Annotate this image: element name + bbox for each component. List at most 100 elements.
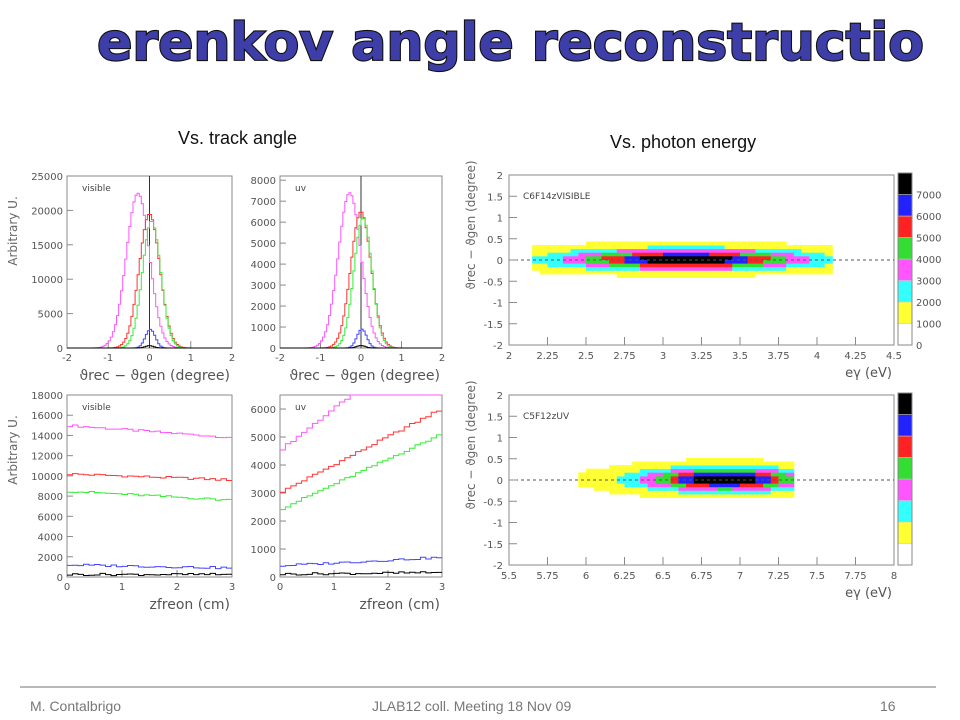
heatmap-cell [740,486,749,491]
heatmap-cell [724,472,733,477]
heatmap-cell [678,274,687,278]
heatmap-cell [793,270,802,275]
heatmap-cell [686,259,695,264]
heatmap-cell [624,248,633,253]
y-tick-label: 1.5 [487,192,503,203]
heatmap-cell [578,266,587,271]
heatmap-cell [801,252,810,257]
heatmap-cell [670,486,679,491]
heatmap-cell [778,263,787,268]
y-axis-title: ϑrec − ϑgen (degree) [464,160,478,289]
heatmap-cell [701,465,710,470]
plot-label: uv [295,184,307,194]
heatmap-cell [724,483,733,488]
x-tick-label: 2 [174,582,180,593]
heatmap-cell [801,266,810,271]
heatmap-cell [686,468,695,473]
heatmap-cell [709,259,718,264]
heatmap-cell [770,263,779,268]
y-tick-label: 5000 [251,239,276,250]
heatmap-cell [755,476,764,480]
y-tick-label: -1 [493,299,503,310]
colorbar-segment [897,215,913,238]
heatmap-cell [724,476,733,480]
heatmap-cell [778,252,787,257]
heatmap-cell [755,461,764,466]
x-tick-label: 2.5 [578,351,594,362]
subtitle-photon-energy: Vs. photon energy [610,132,757,152]
heatmap-cell [693,252,702,257]
heatmap-cell [809,259,818,264]
heatmap-cell [709,252,718,257]
heatmap-cell [763,245,772,250]
heatmap-cell [670,461,679,466]
heatmap-cell [747,266,756,271]
heatmap-cell [709,461,718,466]
heatmap-cell [624,483,633,488]
colorbar-segment [897,457,913,480]
heatmap-cell [793,245,802,250]
series-red [67,473,232,481]
heatmap-cell [616,241,625,246]
heatmap-cell [778,256,787,260]
x-tick-label: 6.5 [655,571,671,582]
heatmap-cell [578,252,587,257]
heatmap-cell [670,494,679,498]
heatmap-cell [763,490,772,495]
x-tick-label: 7.25 [767,571,789,582]
heatmap-cell [709,274,718,278]
heatmap-cell [678,465,687,470]
heatmap-cell [632,274,641,278]
colorbar-label: 6000 [916,212,941,223]
colorbar-label: 5000 [916,234,941,245]
heatmap-cell [632,476,641,480]
heatmap-cell [593,483,602,488]
heatmap-cell [801,263,810,268]
heatmap-cell [616,486,625,491]
heatmap-cell [709,476,718,480]
heatmap-cell [670,252,679,257]
plot-frame [279,394,443,578]
heatmap-cell [778,486,787,491]
heatmap-cell [663,263,672,268]
footer-meeting: JLAB12 coll. Meeting 18 Nov 09 [372,698,572,714]
heatmap-cell [817,266,826,271]
heatmap-cell [609,241,618,246]
heatmap-cell [716,245,725,250]
heatmap-cell [670,245,679,250]
heatmap-cell [647,266,656,271]
heatmap-cell [740,241,749,246]
heatmap-cell [716,248,725,253]
colorbar-label: 0 [916,341,922,352]
heatmap-cell [647,494,656,498]
heatmap-cell [601,472,610,477]
heatmap-cell [555,252,564,257]
heatmap-cell [632,468,641,473]
heatmap-cell [701,259,710,264]
heatmap-h2: -2 -1.5 -1 -0.5 0 0.5 1 1.5 2 5.5 5.75 6 6.25 6.5 6.75… [464,380,913,601]
y-tick-label: -2 [493,341,503,352]
heatmap-cell [770,248,779,253]
x-tick-label: 2 [229,353,235,364]
heatmap-cell [732,274,741,278]
heatmap-cell [593,476,602,480]
plot-label: uv [295,403,307,413]
heatmap-cell [709,266,718,271]
heatmap-cell [709,270,718,275]
heatmap-cell [732,494,741,498]
colorbar-segment [897,543,913,566]
heatmap-cell [562,259,571,264]
heatmap-cell [555,266,564,271]
heatmap-cell [732,476,741,480]
series-blue [280,328,442,349]
y-tick-label: 2 [497,171,503,182]
heatmap-cell [616,476,625,480]
x-axis-title: ϑrec − ϑgen (degree) [289,368,440,384]
x-tick-label: 4 [814,351,820,362]
heatmap-cell [532,263,541,268]
heatmap-cell [686,461,695,466]
colorbar-segment [897,301,913,324]
series-blue [67,328,232,349]
heatmap-cell [693,263,702,268]
